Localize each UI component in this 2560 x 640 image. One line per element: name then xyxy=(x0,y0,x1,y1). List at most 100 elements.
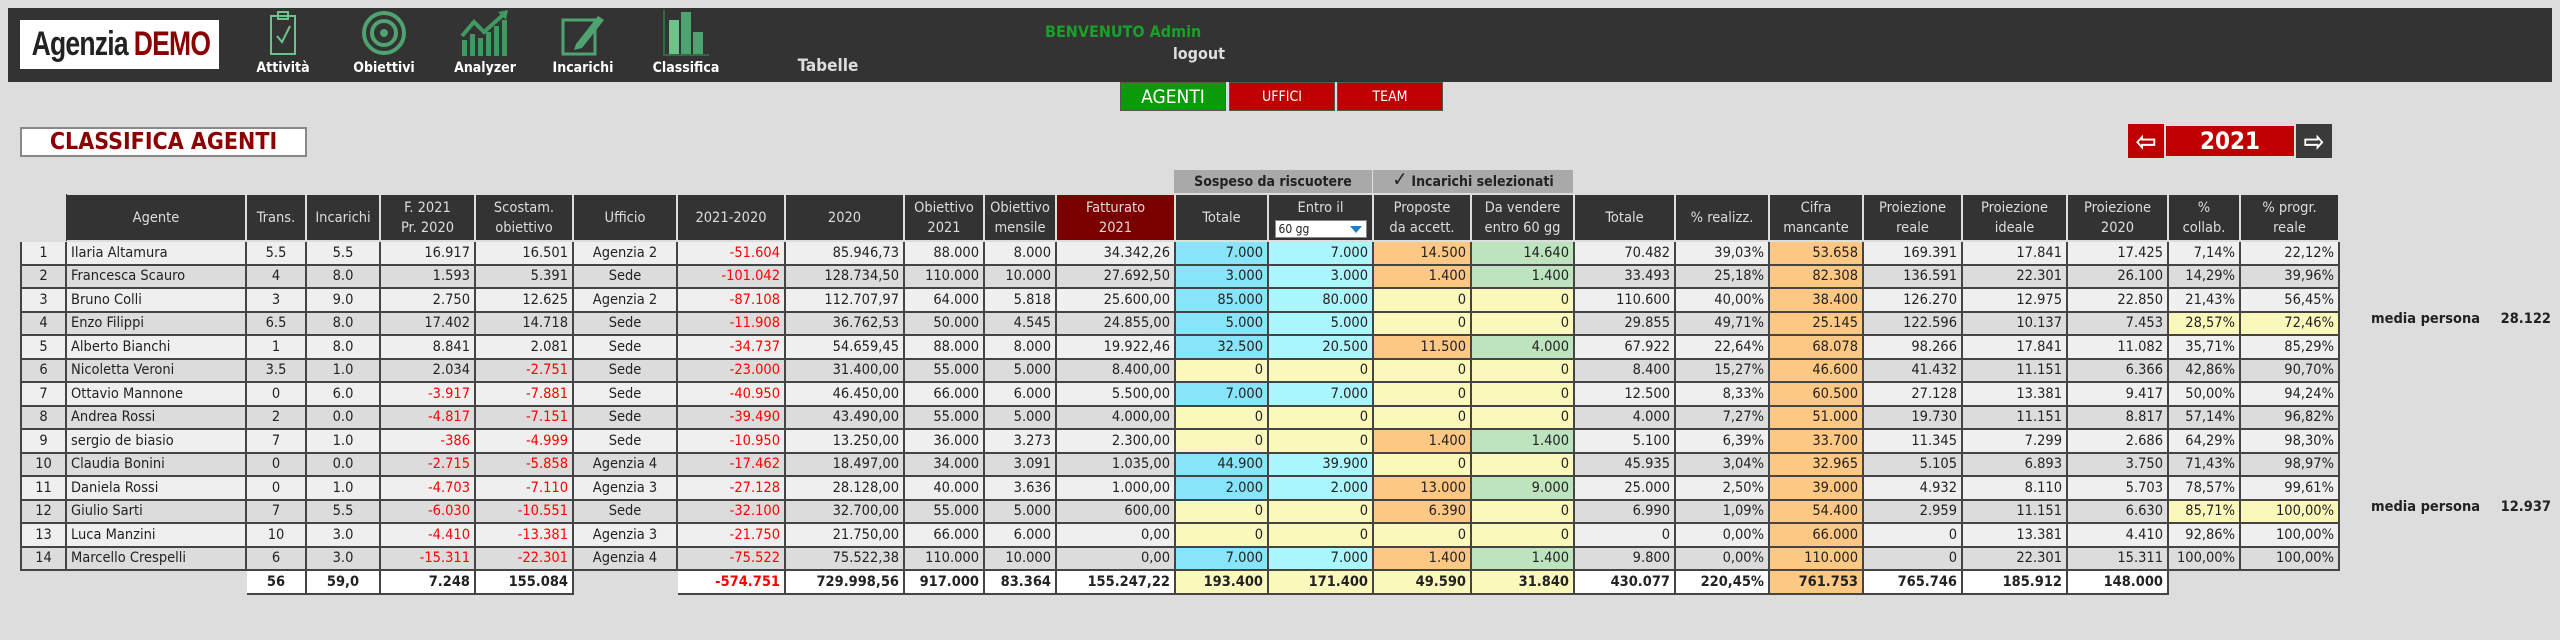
ranking-table: Agente Trans. Incarichi F. 2021 Pr. 2020 Sco… xyxy=(20,193,2340,595)
cell-sospeso-entro: 7.000 xyxy=(1267,240,1374,266)
cell-totale: 5.100 xyxy=(1573,428,1676,454)
cell-agent: Nicoletta Veroni xyxy=(65,357,247,383)
table-row[interactable]: 1 Ilaria Altamura 5.5 5.5 16.917 16.501 Agenzi… xyxy=(20,240,2340,266)
cell-proiezione-reale: 4.932 xyxy=(1862,475,1963,501)
cell-agent: Francesca Scauro xyxy=(65,263,247,289)
nav-incarichi[interactable]: Incarichi xyxy=(538,10,628,76)
entro-il-select[interactable]: 60 gg xyxy=(1274,219,1367,238)
header-sospeso-totale: Totale xyxy=(1174,193,1269,242)
chevron-down-icon xyxy=(1349,225,1362,233)
table-row[interactable]: 3 Bruno Colli 3 9.0 2.750 12.625 Agenzia 2 -87.… xyxy=(20,287,2340,313)
cell-cifra-mancante: 68.078 xyxy=(1768,334,1864,360)
cell-incarichi: 3.0 xyxy=(305,522,381,548)
cell-incarichi: 8.0 xyxy=(305,263,381,289)
cell-sospeso-totale: 32.500 xyxy=(1174,334,1269,360)
cell-obiettivo-mensile: 5.000 xyxy=(983,357,1057,383)
cell-perc-progr-reale: 100,00% xyxy=(2239,498,2340,524)
cell-obiettivo-mensile: 5.818 xyxy=(983,287,1057,313)
nav-classifica[interactable]: Classifica xyxy=(641,10,731,76)
cell-sospeso-entro: 0 xyxy=(1267,522,1374,548)
cell-perc-progr-reale: 85,29% xyxy=(2239,334,2340,360)
year-next-button[interactable]: ⇨ xyxy=(2296,124,2332,158)
logout-link[interactable]: logout xyxy=(1172,44,1225,63)
cell-perc-collab: 50,00% xyxy=(2167,381,2241,407)
nav-tabelle[interactable]: Tabelle xyxy=(797,56,859,76)
cell-proiezione-ideale: 22.301 xyxy=(1961,545,2068,571)
table-row[interactable]: 14 Marcello Crespelli 6 3.0 -15.311 -22.301 Ag… xyxy=(20,545,2340,571)
cell-agent: Ilaria Altamura xyxy=(65,240,247,266)
cell-perc-progr-reale: 100,00% xyxy=(2239,545,2340,571)
cell-proiezione-reale: 0 xyxy=(1862,522,1963,548)
tab-uffici[interactable]: UFFICI xyxy=(1229,82,1335,111)
cell-scostamento: -10.551 xyxy=(474,498,574,524)
total-obiettivo-2021: 917.000 xyxy=(903,569,985,595)
cell-scostamento: 2.081 xyxy=(474,334,574,360)
table-row[interactable]: 12 Giulio Sarti 7 5.5 -6.030 -10.551 Sede -32.1… xyxy=(20,498,2340,524)
total-obiettivo-mensile: 83.364 xyxy=(983,569,1057,595)
cell-obiettivo-mensile: 4.545 xyxy=(983,310,1057,336)
table-row[interactable]: 10 Claudia Bonini 0 0.0 -2.715 -5.858 Agenzia … xyxy=(20,451,2340,477)
cell-f2021-pr2020: -386 xyxy=(379,428,476,454)
cell-agent: Luca Manzini xyxy=(65,522,247,548)
cell-f2021-pr2020: -4.703 xyxy=(379,475,476,501)
cell-diff-2021-2020: -101.042 xyxy=(676,263,786,289)
cell-cifra-mancante: 38.400 xyxy=(1768,287,1864,313)
header-rank xyxy=(21,194,66,241)
nav-attivita[interactable]: Attività xyxy=(238,10,328,76)
cell-cifra-mancante: 110.000 xyxy=(1768,545,1864,571)
total-sospeso-totale: 193.400 xyxy=(1174,569,1269,595)
year-prev-button[interactable]: ⇦ xyxy=(2128,124,2164,158)
tab-team[interactable]: TEAM xyxy=(1337,82,1443,111)
table-row[interactable]: 7 Ottavio Mannone 0 6.0 -3.917 -7.881 Sede -40.… xyxy=(20,381,2340,407)
header-perc-progr-reale: % progr. reale xyxy=(2239,193,2340,242)
cell-perc-realizz: 6,39% xyxy=(1674,428,1770,454)
cell-perc-collab: 57,14% xyxy=(2167,404,2241,430)
cell-incarichi: 0.0 xyxy=(305,451,381,477)
table-row[interactable]: 5 Alberto Bianchi 1 8.0 8.841 2.081 Sede -34.73… xyxy=(20,334,2340,360)
cell-fatturato-2020: 31.400,00 xyxy=(784,357,905,383)
cell-fatturato-2021: 0,00 xyxy=(1055,545,1176,571)
table-row[interactable]: 6 Nicoletta Veroni 3.5 1.0 2.034 -2.751 Sede -2… xyxy=(20,357,2340,383)
cell-proiezione-2020: 8.817 xyxy=(2066,404,2169,430)
cell-diff-2021-2020: -17.462 xyxy=(676,451,786,477)
cell-perc-realizz: 1,09% xyxy=(1674,498,1770,524)
cell-proiezione-ideale: 7.299 xyxy=(1961,428,2068,454)
table-row[interactable]: 13 Luca Manzini 10 3.0 -4.410 -13.381 Agenzia … xyxy=(20,522,2340,548)
cell-proiezione-ideale: 13.381 xyxy=(1961,522,2068,548)
cell-perc-progr-reale: 99,61% xyxy=(2239,475,2340,501)
header-proiezione-2020: Proiezione 2020 xyxy=(2066,193,2169,242)
cell-fatturato-2021: 4.000,00 xyxy=(1055,404,1176,430)
table-row[interactable]: 4 Enzo Filippi 6.5 8.0 17.402 14.718 Sede -11.9… xyxy=(20,310,2340,336)
cell-sospeso-totale: 7.000 xyxy=(1174,381,1269,407)
cell-diff-2021-2020: -40.950 xyxy=(676,381,786,407)
table-row[interactable]: 9 sergio de biasio 7 1.0 -386 -4.999 Sede -10.9… xyxy=(20,428,2340,454)
agency-logo[interactable]: Agenzia DEMO xyxy=(20,20,219,69)
table-row[interactable]: 11 Daniela Rossi 0 1.0 -4.703 -7.110 Agenzia 3… xyxy=(20,475,2340,501)
nav-analyzer[interactable]: Analyzer xyxy=(440,10,530,76)
table-row[interactable]: 2 Francesca Scauro 4 8.0 1.593 5.391 Sede -101.… xyxy=(20,263,2340,289)
cell-perc-realizz: 49,71% xyxy=(1674,310,1770,336)
cell-ufficio: Agenzia 2 xyxy=(572,287,678,313)
cell-perc-collab: 21,43% xyxy=(2167,287,2241,313)
table-row[interactable]: 8 Andrea Rossi 2 0.0 -4.817 -7.151 Sede -39.490… xyxy=(20,404,2340,430)
cell-totale: 29.855 xyxy=(1573,310,1676,336)
tab-agenti[interactable]: AGENTI xyxy=(1120,82,1226,111)
cell-fatturato-2020: 28.128,00 xyxy=(784,475,905,501)
nav-obiettivi[interactable]: Obiettivi xyxy=(339,10,429,76)
cell-cifra-mancante: 60.500 xyxy=(1768,381,1864,407)
cell-perc-realizz: 25,18% xyxy=(1674,263,1770,289)
cell-totale: 110.600 xyxy=(1573,287,1676,313)
cell-perc-collab: 42,86% xyxy=(2167,357,2241,383)
cell-diff-2021-2020: -23.000 xyxy=(676,357,786,383)
cell-proiezione-reale: 126.270 xyxy=(1862,287,1963,313)
group-header-incarichi-selezionati[interactable]: ✓ Incarichi selezionati xyxy=(1373,167,1573,193)
header-proiezione-ideale: Proiezione ideale xyxy=(1961,193,2068,242)
cell-sospeso-totale: 0 xyxy=(1174,498,1269,524)
header-agent: Agente xyxy=(65,193,247,242)
media-persona: media persona 12.937 xyxy=(2371,499,2551,515)
cell-proiezione-reale: 27.128 xyxy=(1862,381,1963,407)
welcome-text: BENVENUTO Admin xyxy=(1045,22,1202,41)
total-diff-2021-2020: -574.751 xyxy=(676,569,786,595)
page-title: CLASSIFICA AGENTI xyxy=(20,127,307,157)
cell-totale: 45.935 xyxy=(1573,451,1676,477)
